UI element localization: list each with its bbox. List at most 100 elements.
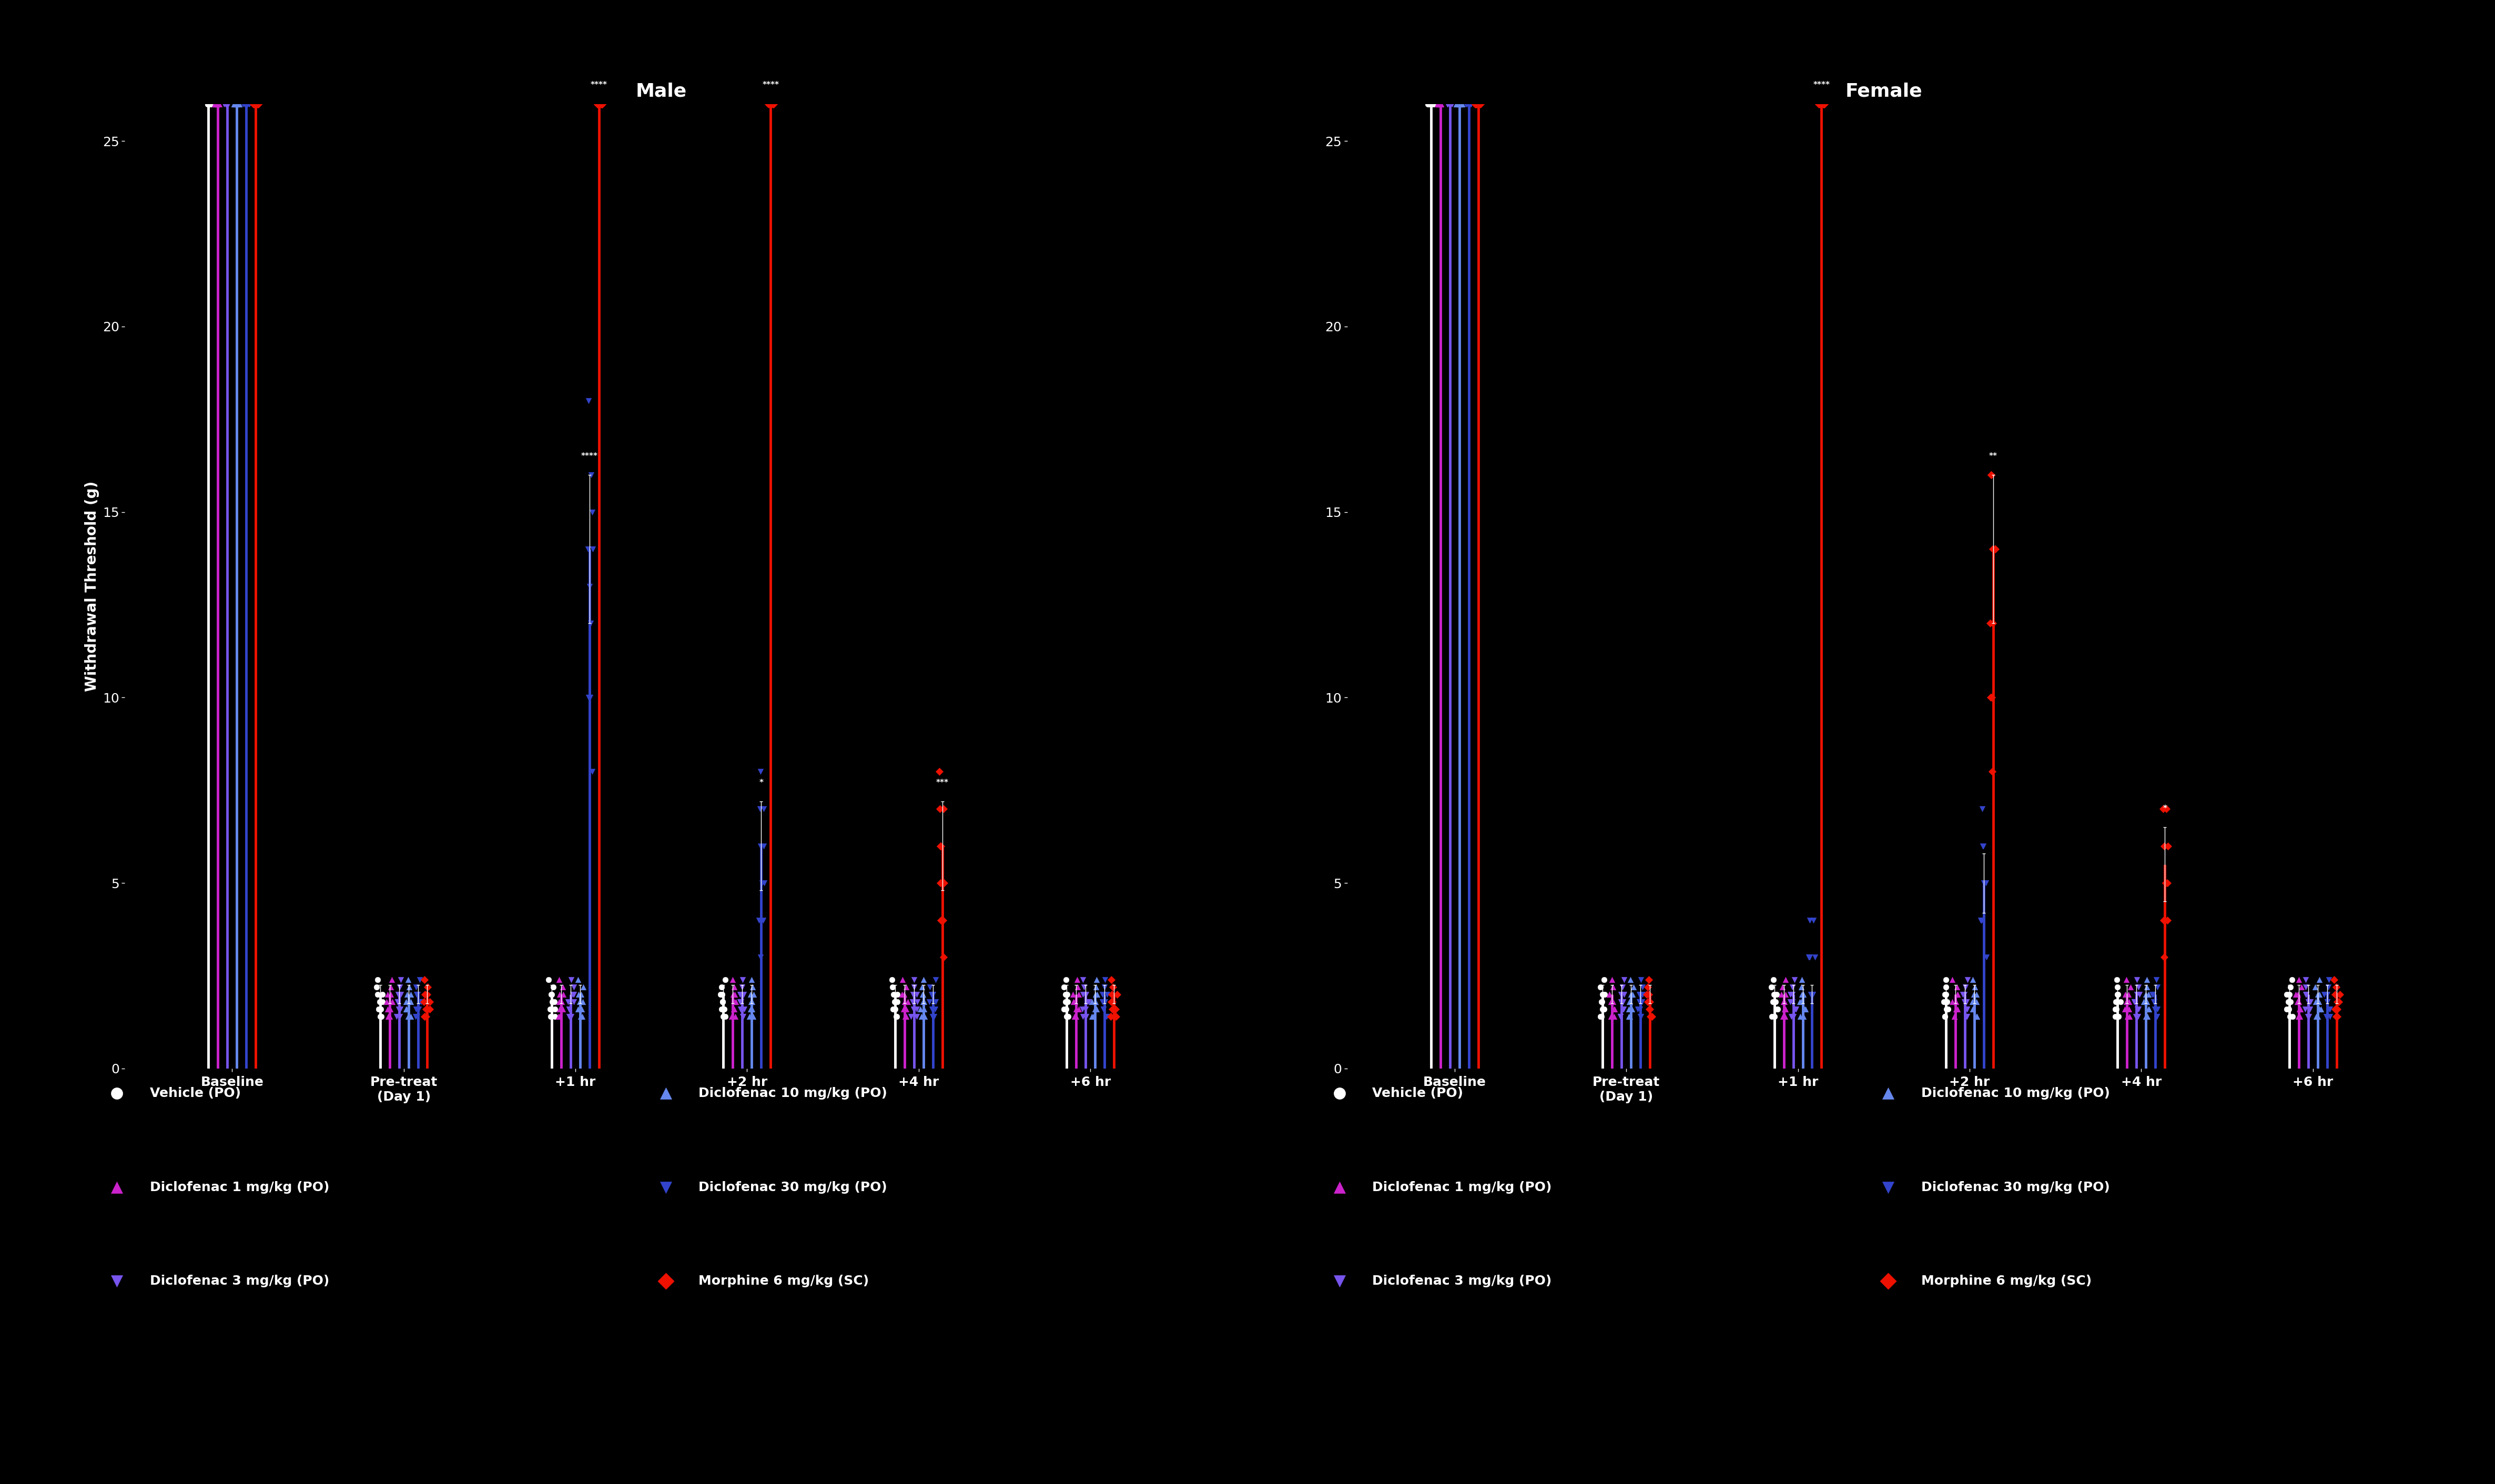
Point bbox=[387, 990, 427, 1014]
Point bbox=[1926, 990, 1966, 1014]
Point bbox=[357, 968, 397, 991]
Point bbox=[1754, 990, 1794, 1014]
Point bbox=[1440, 92, 1480, 116]
Point bbox=[576, 92, 616, 116]
Point bbox=[1427, 92, 1467, 116]
Point bbox=[2138, 975, 2178, 999]
Point bbox=[1437, 92, 1477, 116]
Text: Vehicle (PO): Vehicle (PO) bbox=[150, 1086, 240, 1100]
Point bbox=[1974, 611, 2013, 635]
Point bbox=[2096, 990, 2136, 1014]
Point bbox=[1949, 968, 1989, 991]
Point bbox=[1604, 997, 1644, 1021]
Point bbox=[207, 92, 247, 116]
Point bbox=[190, 92, 230, 116]
Point bbox=[1612, 968, 1652, 991]
Point bbox=[881, 982, 921, 1006]
Point bbox=[1085, 990, 1125, 1014]
Point bbox=[1410, 92, 1450, 116]
Point bbox=[539, 968, 579, 991]
Point bbox=[2108, 1005, 2148, 1028]
Text: ****: **** bbox=[591, 82, 606, 89]
Point bbox=[1090, 1005, 1130, 1028]
Point bbox=[1422, 92, 1462, 116]
Point bbox=[237, 92, 277, 116]
Point bbox=[362, 982, 402, 1006]
Point bbox=[724, 1005, 763, 1028]
Point bbox=[1048, 982, 1088, 1006]
Point bbox=[883, 968, 923, 991]
Point bbox=[706, 968, 746, 991]
Point bbox=[2295, 1005, 2335, 1028]
Point bbox=[1771, 748, 1811, 772]
Point bbox=[2273, 968, 2313, 991]
Point bbox=[2318, 990, 2358, 1014]
Point bbox=[1420, 92, 1460, 116]
Point bbox=[215, 92, 254, 116]
Point bbox=[1609, 997, 1649, 1021]
Point bbox=[1417, 92, 1457, 116]
Point bbox=[215, 92, 254, 116]
Point bbox=[207, 92, 247, 116]
Point bbox=[1946, 1005, 1986, 1028]
Point bbox=[2096, 997, 2136, 1021]
Point bbox=[751, 92, 791, 116]
Point bbox=[571, 760, 611, 784]
Point bbox=[734, 1005, 773, 1028]
Point bbox=[2295, 975, 2335, 999]
Point bbox=[1407, 92, 1447, 116]
Point bbox=[1437, 92, 1477, 116]
Point bbox=[1447, 92, 1487, 116]
Point bbox=[1781, 1005, 1821, 1028]
Point bbox=[227, 92, 267, 116]
Point bbox=[581, 92, 621, 116]
Point bbox=[190, 92, 230, 116]
Point bbox=[1075, 990, 1115, 1014]
Point bbox=[1794, 982, 1834, 1006]
Point bbox=[1931, 990, 1971, 1014]
Point bbox=[205, 92, 245, 116]
Point bbox=[878, 990, 918, 1014]
Point bbox=[1961, 797, 2001, 821]
Point bbox=[2098, 1005, 2138, 1028]
Point bbox=[2278, 990, 2318, 1014]
Point bbox=[2096, 1005, 2136, 1028]
Point bbox=[1055, 1005, 1095, 1028]
Point bbox=[906, 1005, 946, 1028]
Title: Female: Female bbox=[1846, 83, 1921, 101]
Point bbox=[1789, 945, 1829, 969]
Point bbox=[1582, 990, 1622, 1014]
Point bbox=[1961, 908, 2001, 932]
Point bbox=[913, 1005, 953, 1028]
Point bbox=[2133, 990, 2173, 1014]
Point bbox=[2146, 797, 2186, 821]
Point bbox=[2298, 997, 2338, 1021]
Point bbox=[404, 982, 444, 1006]
Point bbox=[539, 997, 579, 1021]
Point bbox=[1751, 1005, 1791, 1028]
Point bbox=[1754, 982, 1794, 1006]
Point bbox=[2111, 975, 2151, 999]
Point bbox=[2126, 1005, 2166, 1028]
Point bbox=[372, 982, 412, 1006]
Point bbox=[372, 990, 412, 1014]
Point bbox=[1926, 997, 1966, 1021]
Point bbox=[359, 990, 399, 1014]
Point bbox=[2116, 1005, 2156, 1028]
Point bbox=[235, 92, 274, 116]
Point bbox=[1045, 990, 1085, 1014]
Point bbox=[1457, 92, 1497, 116]
Point bbox=[2288, 990, 2328, 1014]
Point bbox=[729, 1005, 768, 1028]
Point bbox=[379, 1005, 419, 1028]
Point bbox=[2146, 871, 2186, 895]
Point bbox=[1946, 990, 1986, 1014]
Point bbox=[896, 997, 936, 1021]
Point bbox=[387, 997, 427, 1021]
Point bbox=[554, 990, 594, 1014]
Point bbox=[1412, 92, 1452, 116]
Point bbox=[1766, 997, 1806, 1021]
Point bbox=[741, 945, 781, 969]
Point bbox=[2268, 982, 2308, 1006]
Point bbox=[1083, 997, 1123, 1021]
